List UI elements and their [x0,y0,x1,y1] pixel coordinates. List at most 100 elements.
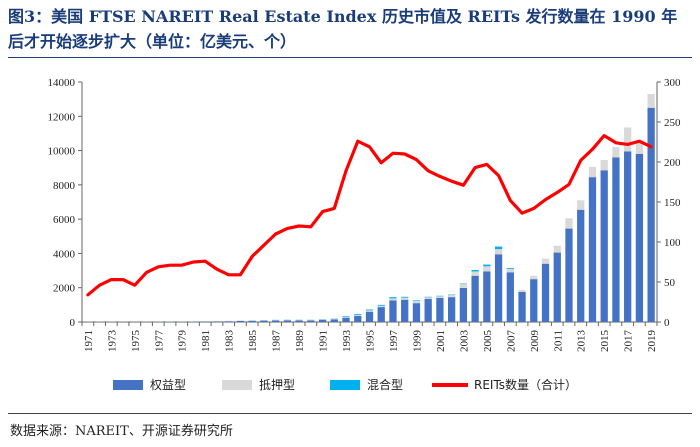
x-tick-label: 1973 [106,330,118,353]
bar-1999-权益型 [412,303,421,322]
line-REITs数量（合计） [86,133,653,297]
bar-2007-抵押型 [506,268,514,273]
bar-2006-抵押型 [494,249,503,255]
y-right-tick-label: 200 [664,157,681,169]
bar-2017-抵押型 [624,127,632,152]
bar-1995-混合型 [365,309,374,311]
bar-1986-权益型 [260,320,268,322]
bar-2018-抵押型 [635,142,644,154]
x-tick-label: 2015 [599,330,611,353]
bar-2000-抵押型 [424,297,432,299]
bar-2001-抵押型 [436,296,444,298]
bar-2012-抵押型 [565,218,573,229]
bar-1993-抵押型 [342,316,350,318]
bar-1982-权益型 [213,321,221,322]
bar-1998-权益型 [401,299,409,322]
bar-2003-权益型 [459,287,468,322]
source-note: 数据来源：NAREIT、开源证券研究所 [10,424,233,439]
x-tick-label: 1991 [318,330,330,352]
bar-2019-权益型 [647,107,655,322]
bar-2016-抵押型 [612,147,620,158]
bar-1994-抵押型 [354,314,362,316]
y-right-tick-label: 150 [664,197,681,209]
y-right-tick-label: 0 [664,317,670,329]
axes: 0 2000 4000 6000 8000 10000 12000 14000 0 50 100 15… [48,77,682,352]
bar-1987-权益型 [271,320,280,322]
legend-label: 权益型 [150,378,186,392]
bar-1996-权益型 [377,307,385,322]
bar-2009-权益型 [530,279,538,322]
bar-2005-抵押型 [483,266,491,272]
x-tick-label: 2001 [435,330,447,352]
x-tick-label: 1979 [177,330,189,353]
bar-1990-抵押型 [307,319,315,321]
legend-swatch [222,380,252,390]
bar-2014-抵押型 [588,166,597,178]
bar-2019-抵押型 [647,94,655,108]
y-left-tick-label: 10000 [48,146,76,158]
bar-1984-权益型 [236,320,245,322]
bar-2009-抵押型 [530,275,538,280]
legend-label: 抵押型 [259,378,295,392]
bar-2008-权益型 [518,292,526,322]
bar-2015-抵押型 [600,160,608,171]
bar-2002-混合型 [448,294,456,296]
bar-1996-混合型 [377,304,385,306]
y-left-tick-label: 2000 [53,283,76,295]
bar-1994-权益型 [354,316,362,322]
bar-1988-权益型 [283,320,291,322]
bar-2004-混合型 [471,270,479,272]
y-left-tick-label: 6000 [53,214,76,226]
bar-1990-权益型 [307,320,315,322]
bars [84,94,655,322]
source-divider [8,413,692,414]
legend-swatch [330,380,360,390]
legend-label: REITs数量（合计） [474,377,577,392]
x-tick-label: 1999 [411,330,423,353]
series-line [86,133,653,297]
legend-label: 混合型 [367,377,403,392]
bar-2004-权益型 [471,275,479,322]
bar-2006-混合型 [494,246,503,250]
x-tick-label: 1995 [365,330,377,353]
bar-1989-抵押型 [295,319,303,321]
bar-2005-权益型 [483,271,491,322]
bar-2006-权益型 [494,254,503,322]
bar-2013-权益型 [577,209,585,322]
bar-1997-抵押型 [389,298,397,301]
y-left-tick-label: 0 [70,317,76,329]
bar-1998-抵押型 [401,297,409,300]
bar-1991-权益型 [318,319,327,322]
bar-2002-抵押型 [448,295,456,298]
x-tick-label: 1977 [153,330,165,353]
bar-1983-权益型 [225,321,233,322]
legend: 权益型 抵押型 混合型 REITs数量（合计） [113,377,577,392]
x-tick-label: 1985 [247,330,259,353]
bar-2011-权益型 [553,252,561,322]
bar-1994-混合型 [354,314,362,315]
bar-2013-抵押型 [577,200,585,210]
x-tick-label: 2019 [646,330,658,353]
y-left-tick-label: 4000 [53,248,76,260]
x-tick-label: 1983 [224,330,236,353]
x-tick-label: 2011 [552,330,564,352]
bar-2010-抵押型 [541,258,550,264]
bar-2015-权益型 [600,170,608,322]
y-left-tick-label: 12000 [48,111,76,123]
bar-2002-权益型 [448,297,456,322]
legend-swatch [113,380,143,390]
bar-2001-权益型 [436,298,444,322]
bar-1995-抵押型 [365,310,374,312]
chart-title: 图3：美国 FTSE NAREIT Real Estate Index 历史市值… [8,7,678,51]
y-right-tick-label: 250 [664,117,681,129]
bar-1992-权益型 [330,319,338,322]
x-tick-label: 2013 [576,330,588,353]
x-tick-label: 2007 [505,330,517,353]
y-right-tick-label: 100 [664,237,681,249]
bar-2003-抵押型 [459,284,468,288]
chart: 0 2000 4000 6000 8000 10000 12000 14000 0 50 100 15… [48,77,682,392]
bar-1999-混合型 [412,300,421,302]
x-tick-label: 2005 [482,330,494,353]
bar-2014-权益型 [588,177,597,322]
